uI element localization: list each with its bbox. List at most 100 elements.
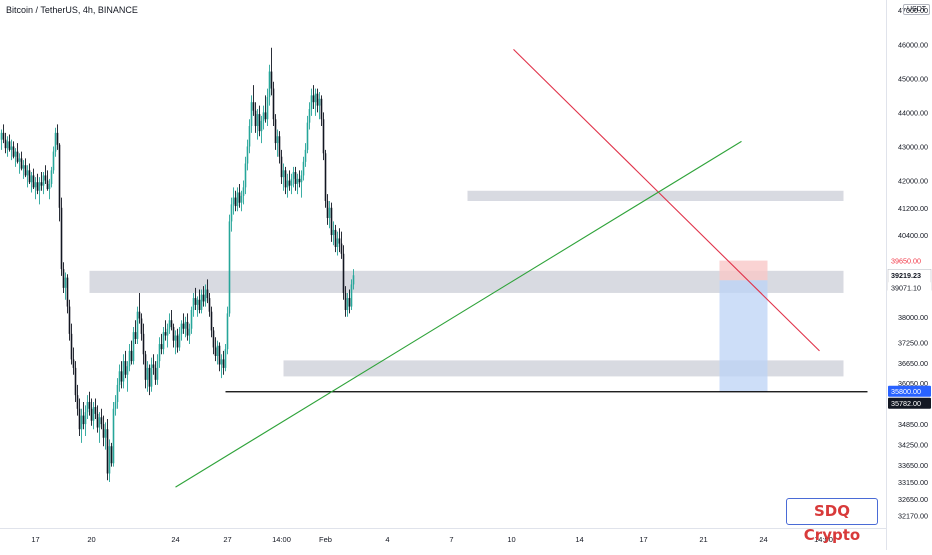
- y-tick-label: 47000.00: [898, 6, 928, 15]
- candle-body: [300, 175, 303, 183]
- entry-price-label-bg: [888, 281, 931, 293]
- candle-body: [110, 446, 113, 464]
- stop-loss-box: [719, 260, 768, 281]
- candle-body: [84, 412, 87, 425]
- candle-body: [28, 170, 31, 183]
- candle-body: [142, 333, 145, 355]
- x-tick-label: 21: [699, 535, 707, 544]
- candle-body: [350, 284, 353, 307]
- candle-body: [132, 332, 135, 362]
- candle-body: [258, 114, 261, 132]
- candle-body: [48, 183, 51, 190]
- candle-body: [348, 298, 351, 307]
- candle-body: [280, 156, 283, 178]
- candle-body: [64, 277, 67, 288]
- candle-body: [0, 132, 3, 140]
- candle-body: [140, 318, 143, 334]
- candle-body: [56, 132, 59, 145]
- candle-body: [120, 371, 123, 382]
- y-tick-label: 46000.00: [898, 40, 928, 49]
- candle-body: [24, 165, 27, 176]
- candle-body: [318, 98, 321, 106]
- candle-body: [284, 170, 287, 188]
- candle-body: [160, 344, 163, 350]
- entry-price-label: 39071.10: [891, 283, 921, 292]
- candle-body: [188, 328, 191, 336]
- candle-body: [86, 401, 89, 413]
- candle-body: [158, 344, 161, 362]
- candle-body: [204, 289, 207, 302]
- candle-body: [36, 182, 39, 191]
- candle-body: [186, 321, 189, 336]
- take-profit-box: [719, 280, 768, 392]
- candle-body: [172, 327, 175, 341]
- candle-body: [298, 178, 301, 183]
- y-tick-label: 38000.00: [898, 313, 928, 322]
- candle-body: [184, 321, 187, 329]
- candle-body: [176, 335, 179, 348]
- candle-body: [90, 408, 93, 421]
- candle-body: [292, 172, 295, 179]
- candle-body: [322, 119, 325, 154]
- candle-body: [272, 88, 275, 120]
- x-tick-label: 14:00: [814, 535, 833, 544]
- time-axis-border: [0, 528, 886, 529]
- x-tick-label: 7: [449, 535, 453, 544]
- candle-body: [268, 71, 271, 98]
- candle-body: [326, 200, 329, 219]
- candle-body: [16, 151, 19, 162]
- x-tick-label: 27: [223, 535, 231, 544]
- x-tick-label: 24: [759, 535, 767, 544]
- candle-body: [148, 367, 151, 387]
- position-layer: [719, 260, 768, 392]
- candle-body: [74, 367, 77, 396]
- x-tick-label: Feb: [319, 535, 332, 544]
- candle-body: [316, 93, 319, 106]
- candle-body: [72, 359, 75, 368]
- x-tick-label: 4: [385, 535, 389, 544]
- y-tick-label: 42000.00: [898, 177, 928, 186]
- candle-body: [304, 149, 307, 162]
- candle-body: [332, 229, 335, 236]
- x-tick-label: 17: [31, 535, 39, 544]
- candle-body: [324, 153, 327, 201]
- candle-body: [164, 332, 167, 336]
- candle-body: [130, 350, 133, 362]
- candle-body: [260, 120, 263, 132]
- lines-layer: [175, 49, 868, 488]
- candle-body: [106, 429, 109, 474]
- candle-body: [254, 110, 257, 127]
- candle-body: [118, 371, 121, 385]
- candle-body: [334, 229, 337, 247]
- candle-body: [340, 243, 343, 254]
- candle-body: [262, 112, 265, 121]
- candle-body: [342, 253, 345, 293]
- candle-body: [182, 323, 185, 329]
- candle-body: [154, 367, 157, 380]
- candle-body: [58, 144, 61, 208]
- currency-badge[interactable]: USDT: [903, 4, 931, 15]
- candle-body: [10, 146, 13, 150]
- candle-body: [218, 345, 221, 365]
- candle-body: [70, 333, 73, 360]
- y-tick-label: 34250.00: [898, 441, 928, 450]
- sr-zone-1: [89, 270, 844, 293]
- y-tick-label: 37250.00: [898, 338, 928, 347]
- candle-body: [230, 204, 233, 222]
- y-tick-label: 44000.00: [898, 108, 928, 117]
- candle-body: [248, 126, 251, 147]
- stop-price-label: 39650.00: [891, 257, 921, 266]
- sr-zone-2: [467, 190, 844, 201]
- candle-body: [328, 207, 331, 219]
- y-tick-label: 32170.00: [898, 511, 928, 520]
- y-tick-label: 45000.00: [898, 74, 928, 83]
- candle-body: [26, 170, 29, 176]
- candle-body: [128, 350, 131, 367]
- candle-body: [286, 180, 289, 188]
- candle-body: [20, 158, 23, 169]
- candle-body: [178, 333, 181, 348]
- candle-body: [212, 330, 215, 348]
- candle-body: [46, 180, 49, 190]
